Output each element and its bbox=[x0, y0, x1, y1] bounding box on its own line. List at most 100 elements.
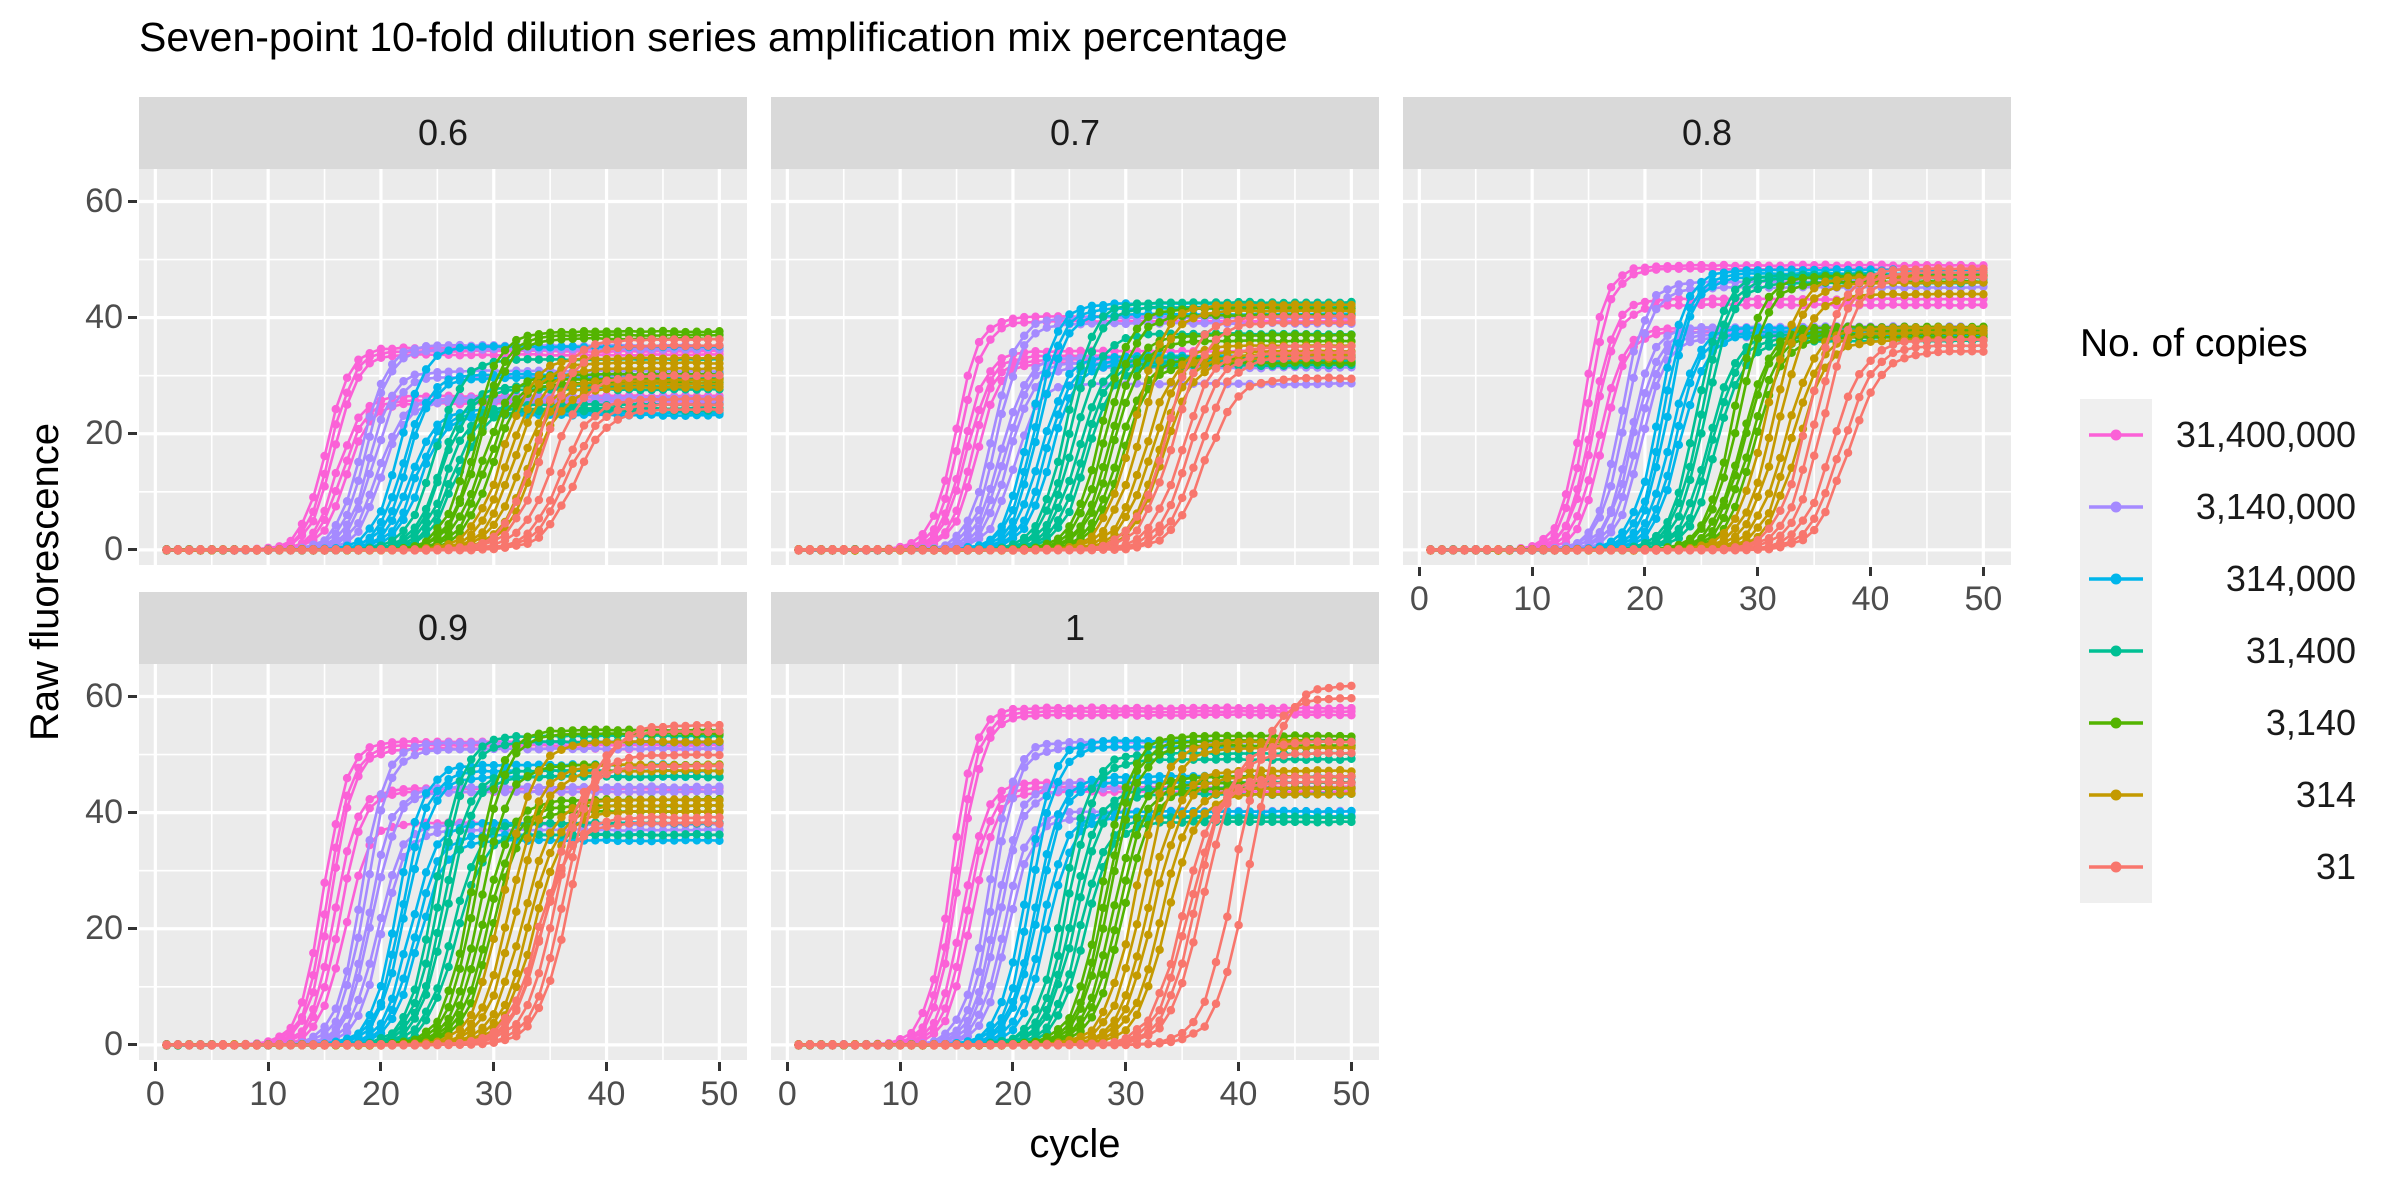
facet-panel-0.7 bbox=[771, 169, 1379, 565]
facet-strip-label: 0.6 bbox=[417, 112, 469, 153]
x-tick-label: 20 bbox=[1626, 580, 1664, 618]
facet-panel-0.6 bbox=[139, 169, 747, 565]
x-tick-label: 30 bbox=[474, 1075, 513, 1113]
legend-key-swatch bbox=[2080, 615, 2152, 687]
x-tick-mark bbox=[379, 1062, 383, 1071]
series-31 bbox=[162, 720, 724, 1050]
x-tick-mark bbox=[1011, 1062, 1015, 1071]
series-31 bbox=[1426, 264, 1988, 555]
y-tick-label: 60 bbox=[85, 181, 123, 220]
y-tick-mark bbox=[128, 1043, 137, 1047]
facet-canvas bbox=[771, 664, 1379, 1060]
x-tick-mark bbox=[898, 1062, 902, 1071]
facet-panel-1 bbox=[771, 664, 1379, 1060]
facet-panel-0.9 bbox=[139, 664, 747, 1060]
y-tick-label: 20 bbox=[85, 413, 123, 452]
x-tick-mark bbox=[153, 1062, 157, 1071]
series-31 bbox=[794, 681, 1356, 1050]
y-tick-mark bbox=[128, 695, 137, 699]
series-31 bbox=[794, 311, 1356, 555]
x-tick-label: 50 bbox=[700, 1075, 739, 1113]
legend-item-label: 31,400,000 bbox=[2175, 414, 2356, 455]
x-tick-label: 40 bbox=[1219, 1075, 1258, 1113]
legend-key-swatch bbox=[2080, 759, 2152, 831]
x-tick-label: 50 bbox=[1332, 1075, 1371, 1113]
x-tick-mark bbox=[1237, 1062, 1241, 1071]
legend-item-label: 31,400 bbox=[2245, 630, 2356, 671]
x-tick-label: 30 bbox=[1738, 580, 1777, 618]
y-tick-label: 20 bbox=[85, 908, 123, 947]
x-tick-mark bbox=[785, 1062, 789, 1071]
x-tick-label: 0 bbox=[777, 1075, 797, 1113]
legend-item: 3,140 bbox=[2080, 687, 2356, 759]
y-tick-label: 60 bbox=[85, 676, 123, 715]
legend-title: No. of copies bbox=[2080, 322, 2308, 365]
x-axis-title: cycle bbox=[1029, 1122, 1121, 1166]
y-tick-mark bbox=[128, 811, 137, 815]
facet-panel-0.8 bbox=[1403, 169, 2011, 565]
x-tick-mark bbox=[605, 1062, 609, 1071]
x-tick-mark bbox=[1349, 1062, 1353, 1071]
legend-item: 31,400 bbox=[2080, 615, 2356, 687]
x-tick-label: 20 bbox=[362, 1075, 400, 1113]
x-tick-mark bbox=[717, 1062, 721, 1071]
x-tick-mark bbox=[266, 1062, 270, 1071]
legend-item-label: 31 bbox=[2315, 846, 2356, 887]
x-tick-label: 10 bbox=[249, 1075, 288, 1113]
y-axis-title: Raw fluorescence bbox=[23, 423, 67, 741]
legend-key-swatch bbox=[2080, 687, 2152, 759]
y-tick-label: 0 bbox=[104, 1024, 123, 1063]
facet-strip-label: 0.7 bbox=[1049, 112, 1101, 153]
legend-key-swatch bbox=[2080, 471, 2152, 543]
y-tick-label: 0 bbox=[104, 529, 123, 568]
legend-item: 314 bbox=[2080, 759, 2356, 831]
facet-canvas bbox=[1403, 169, 2011, 565]
facet-canvas bbox=[139, 664, 747, 1060]
x-tick-label: 40 bbox=[587, 1075, 626, 1113]
chart-title: Seven-point 10-fold dilution series ampl… bbox=[139, 14, 1288, 60]
y-tick-mark bbox=[128, 927, 137, 931]
facet-canvas bbox=[139, 169, 747, 565]
facet-strip-label: 1 bbox=[1064, 607, 1086, 648]
facet-strip-0.7: 0.7 bbox=[771, 97, 1379, 169]
legend-item: 314,000 bbox=[2080, 543, 2356, 615]
facet-strip-label: 0.8 bbox=[1681, 112, 1733, 153]
x-tick-label: 50 bbox=[1964, 580, 2003, 618]
legend-key-swatch bbox=[2080, 543, 2152, 615]
y-tick-mark bbox=[128, 432, 137, 436]
legend: 31,400,000 3,140,000 314,000 31,400 3,14… bbox=[2080, 399, 2356, 903]
facet-strip-label: 0.9 bbox=[417, 607, 469, 648]
x-tick-mark bbox=[1869, 567, 1873, 576]
x-tick-label: 0 bbox=[145, 1075, 165, 1113]
legend-item: 3,140,000 bbox=[2080, 471, 2356, 543]
x-tick-label: 10 bbox=[881, 1075, 920, 1113]
legend-item: 31,400,000 bbox=[2080, 399, 2356, 471]
legend-item-label: 314 bbox=[2295, 774, 2356, 815]
y-tick-mark bbox=[128, 316, 137, 320]
y-tick-label: 40 bbox=[85, 792, 123, 831]
x-tick-label: 10 bbox=[1513, 580, 1552, 618]
legend-item-label: 3,140 bbox=[2265, 702, 2356, 743]
y-tick-label: 40 bbox=[85, 297, 123, 336]
series-31 bbox=[162, 334, 724, 555]
legend-key-swatch bbox=[2080, 831, 2152, 903]
x-tick-mark bbox=[1124, 1062, 1128, 1071]
x-tick-mark bbox=[492, 1062, 496, 1071]
x-tick-label: 0 bbox=[1409, 580, 1429, 618]
x-tick-mark bbox=[1417, 567, 1421, 576]
facet-strip-0.6: 0.6 bbox=[139, 97, 747, 169]
y-tick-mark bbox=[128, 200, 137, 204]
legend-key-swatch bbox=[2080, 399, 2152, 471]
facet-strip-0.8: 0.8 bbox=[1403, 97, 2011, 169]
facet-canvas bbox=[771, 169, 1379, 565]
legend-item-label: 314,000 bbox=[2225, 558, 2356, 599]
x-tick-mark bbox=[1981, 567, 1985, 576]
x-tick-mark bbox=[1756, 567, 1760, 576]
legend-item: 31 bbox=[2080, 831, 2356, 903]
legend-item-label: 3,140,000 bbox=[2195, 486, 2356, 527]
y-tick-mark bbox=[128, 548, 137, 552]
x-tick-label: 20 bbox=[994, 1075, 1032, 1113]
x-tick-mark bbox=[1530, 567, 1534, 576]
x-tick-label: 30 bbox=[1106, 1075, 1145, 1113]
